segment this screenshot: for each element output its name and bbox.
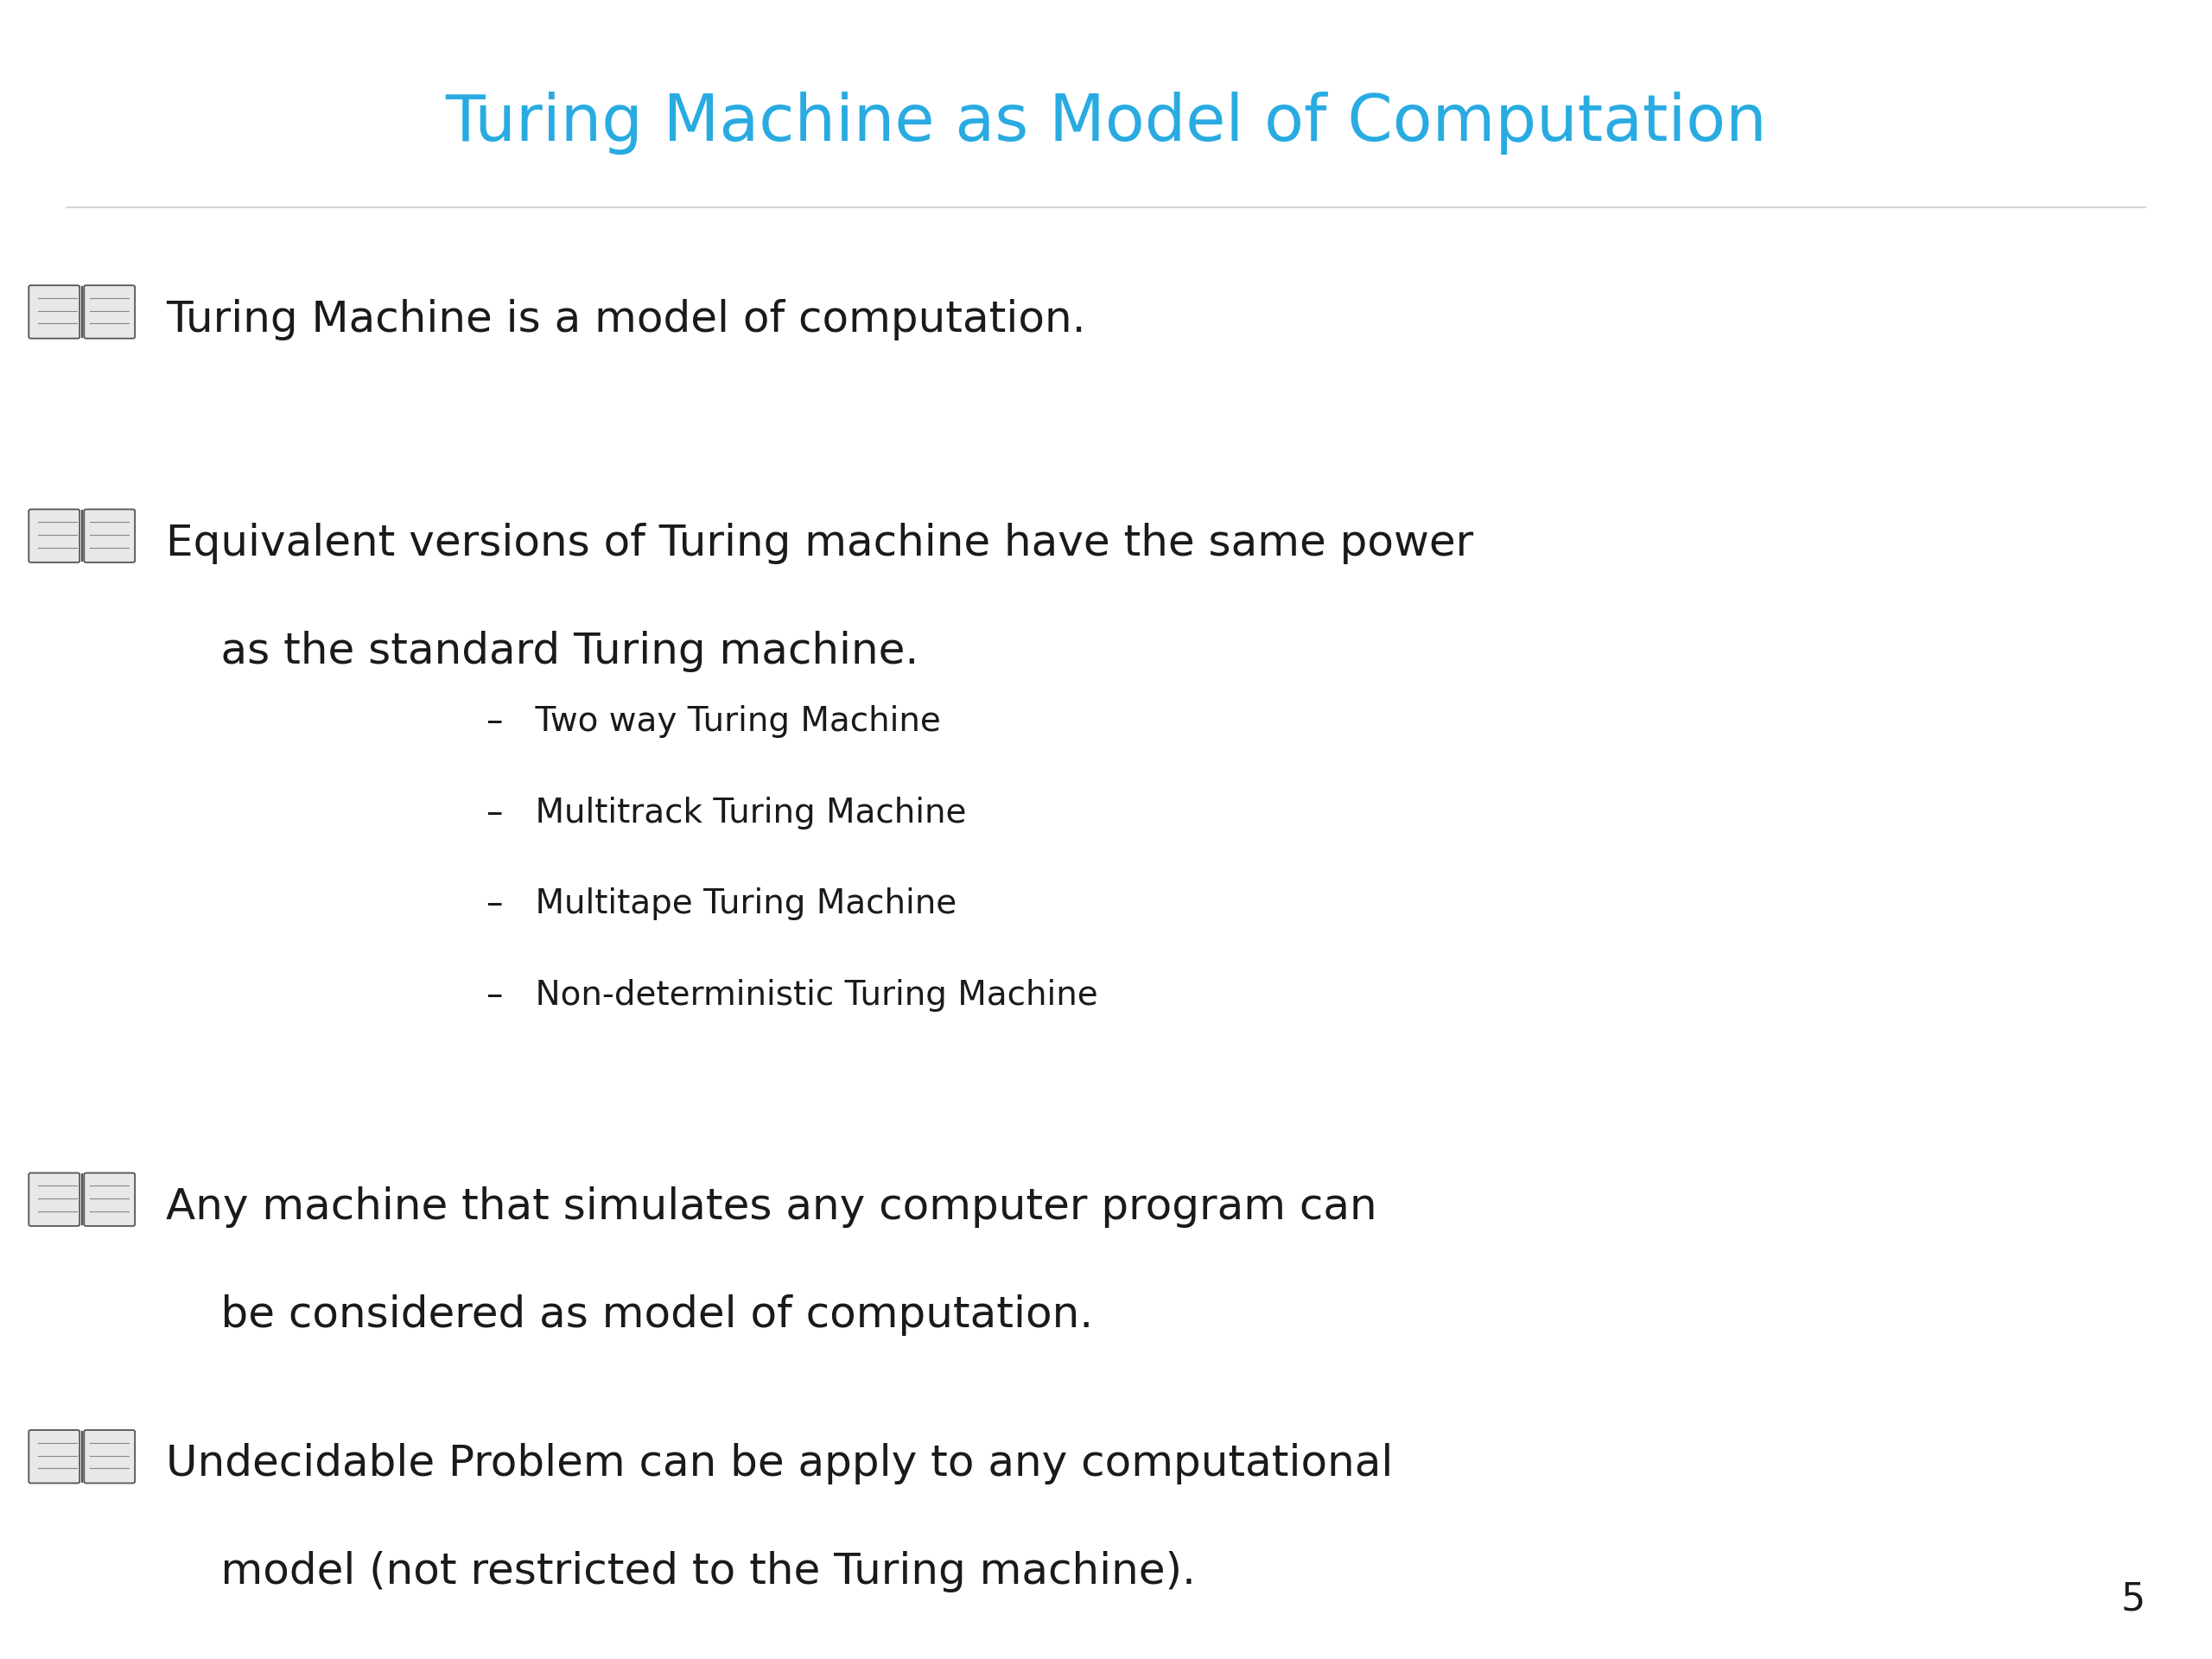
Point (24, 289, 51, 309)
Text: Any machine that simulates any computer program can: Any machine that simulates any computer … (166, 1186, 1378, 1228)
Text: model (not restricted to the Turing machine).: model (not restricted to the Turing mach… (166, 1551, 1197, 1593)
Point (115, 1201, 142, 1221)
Point (77, 1433, 104, 1453)
Point (115, 1176, 142, 1196)
Text: Turing Machine is a model of computation.: Turing Machine is a model of computation… (166, 299, 1086, 340)
Point (69, 501, 95, 521)
FancyBboxPatch shape (84, 1430, 135, 1483)
Point (24, 538, 51, 557)
Text: 5: 5 (2121, 1581, 2146, 1618)
Point (24, 1188, 51, 1208)
FancyBboxPatch shape (29, 285, 80, 338)
Point (77, 1201, 104, 1221)
Point (77, 1176, 104, 1196)
Text: –   Non-deterministic Turing Machine: – Non-deterministic Turing Machine (487, 979, 1097, 1012)
Text: –   Multitape Turing Machine: – Multitape Turing Machine (487, 888, 958, 921)
Point (77, 1458, 104, 1478)
Point (24, 524, 51, 544)
Point (24, 1433, 51, 1453)
Point (69, 1214, 95, 1234)
FancyBboxPatch shape (84, 509, 135, 562)
Point (64, 1176, 91, 1196)
Point (64, 1445, 91, 1465)
Point (24, 1445, 51, 1465)
Text: –   Multitrack Turing Machine: – Multitrack Turing Machine (487, 796, 967, 830)
Point (69, 277, 95, 297)
Point (115, 300, 142, 320)
FancyBboxPatch shape (29, 1173, 80, 1226)
Text: be considered as model of computation.: be considered as model of computation. (166, 1294, 1093, 1335)
FancyBboxPatch shape (29, 1430, 80, 1483)
Text: Turing Machine as Model of Computation: Turing Machine as Model of Computation (445, 91, 1767, 154)
Point (77, 300, 104, 320)
Text: as the standard Turing machine.: as the standard Turing machine. (166, 630, 918, 672)
Point (64, 300, 91, 320)
Point (69, 327, 95, 347)
Point (69, 1165, 95, 1185)
Point (64, 1188, 91, 1208)
Point (64, 289, 91, 309)
Point (77, 1188, 104, 1208)
Point (77, 524, 104, 544)
Point (77, 289, 104, 309)
Point (24, 1176, 51, 1196)
Point (24, 1458, 51, 1478)
Point (115, 524, 142, 544)
Point (69, 551, 95, 571)
Point (115, 1433, 142, 1453)
Point (24, 513, 51, 533)
Point (24, 314, 51, 333)
Point (64, 524, 91, 544)
FancyBboxPatch shape (84, 285, 135, 338)
Point (24, 300, 51, 320)
Text: –   Two way Turing Machine: – Two way Turing Machine (487, 705, 940, 738)
Point (64, 314, 91, 333)
Point (64, 538, 91, 557)
Point (77, 538, 104, 557)
Point (24, 1201, 51, 1221)
FancyBboxPatch shape (29, 509, 80, 562)
Point (64, 513, 91, 533)
Point (115, 289, 142, 309)
Point (115, 513, 142, 533)
Text: Equivalent versions of Turing machine have the same power: Equivalent versions of Turing machine ha… (166, 523, 1473, 564)
Point (115, 1445, 142, 1465)
Point (115, 1458, 142, 1478)
Point (115, 538, 142, 557)
Point (77, 513, 104, 533)
Point (69, 1472, 95, 1491)
FancyBboxPatch shape (84, 1173, 135, 1226)
Point (69, 1422, 95, 1442)
Point (64, 1201, 91, 1221)
Text: Undecidable Problem can be apply to any computational: Undecidable Problem can be apply to any … (166, 1443, 1394, 1485)
Point (77, 314, 104, 333)
Point (64, 1433, 91, 1453)
Point (64, 1458, 91, 1478)
Point (115, 1188, 142, 1208)
Point (77, 1445, 104, 1465)
Point (115, 314, 142, 333)
